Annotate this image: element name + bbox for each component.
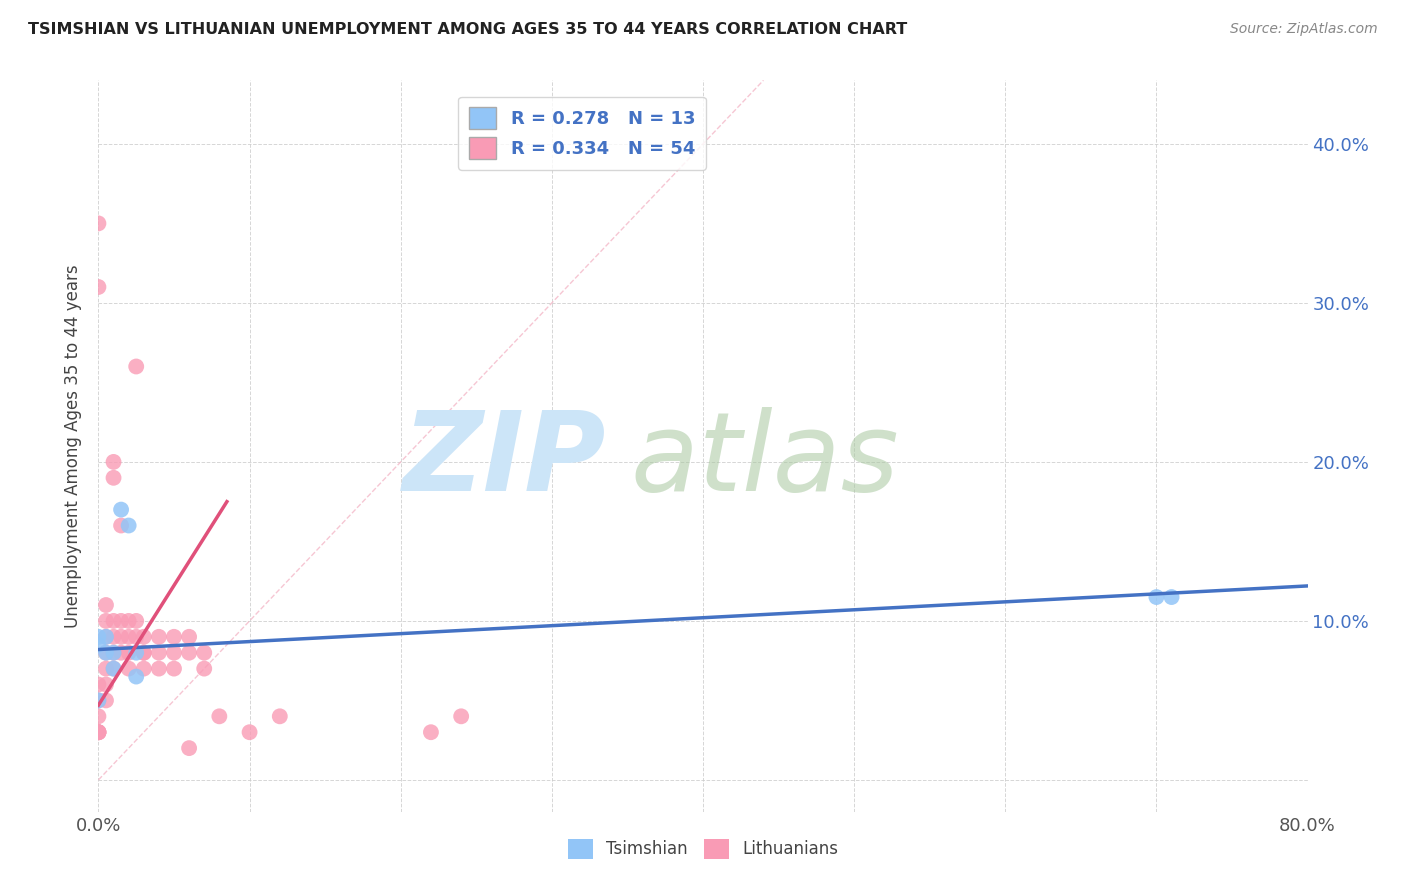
Point [87,216,110,230]
Point [87,693,110,707]
Legend: Tsimshian, Lithuanians: Tsimshian, Lithuanians [561,832,845,865]
Point [94,693,117,707]
Point [1160,590,1182,604]
Point [87,725,110,739]
Point [148,662,170,676]
Point [193,662,215,676]
Point [94,614,117,628]
Point [94,646,117,660]
Point [87,677,110,691]
Point [103,455,125,469]
Point [163,662,186,676]
Point [87,725,110,739]
Point [103,614,125,628]
Point [94,646,117,660]
Point [118,646,141,660]
Point [420,725,443,739]
Point [125,646,148,660]
Point [110,646,132,660]
Point [94,662,117,676]
Point [94,598,117,612]
Point [450,709,472,723]
Point [148,646,170,660]
Point [87,725,110,739]
Text: Source: ZipAtlas.com: Source: ZipAtlas.com [1230,22,1378,37]
Point [125,614,148,628]
Point [110,518,132,533]
Point [87,725,110,739]
Point [87,280,110,294]
Point [163,646,186,660]
Point [239,725,262,739]
Point [94,630,117,644]
Point [132,662,155,676]
Point [87,709,110,723]
Point [125,669,148,683]
Point [87,638,110,652]
Point [148,630,170,644]
Point [118,518,141,533]
Point [118,662,141,676]
Text: TSIMSHIAN VS LITHUANIAN UNEMPLOYMENT AMONG AGES 35 TO 44 YEARS CORRELATION CHART: TSIMSHIAN VS LITHUANIAN UNEMPLOYMENT AMO… [28,22,907,37]
Point [103,471,125,485]
Point [125,630,148,644]
Point [94,677,117,691]
Point [110,630,132,644]
Point [103,646,125,660]
Point [179,630,201,644]
Point [110,614,132,628]
Point [125,359,148,374]
Point [179,646,201,660]
Point [193,646,215,660]
Point [94,630,117,644]
Point [269,709,291,723]
Text: ZIP: ZIP [402,407,606,514]
Point [110,502,132,516]
Text: atlas: atlas [630,407,898,514]
Point [118,614,141,628]
Point [87,693,110,707]
Point [132,630,155,644]
Point [179,741,201,756]
Point [103,662,125,676]
Point [103,646,125,660]
Point [87,630,110,644]
Y-axis label: Unemployment Among Ages 35 to 44 years: Unemployment Among Ages 35 to 44 years [65,264,83,628]
Point [132,646,155,660]
Point [132,646,155,660]
Point [1144,590,1167,604]
Point [118,630,141,644]
Point [163,630,186,644]
Point [87,725,110,739]
Point [208,709,231,723]
Point [103,630,125,644]
Point [103,662,125,676]
